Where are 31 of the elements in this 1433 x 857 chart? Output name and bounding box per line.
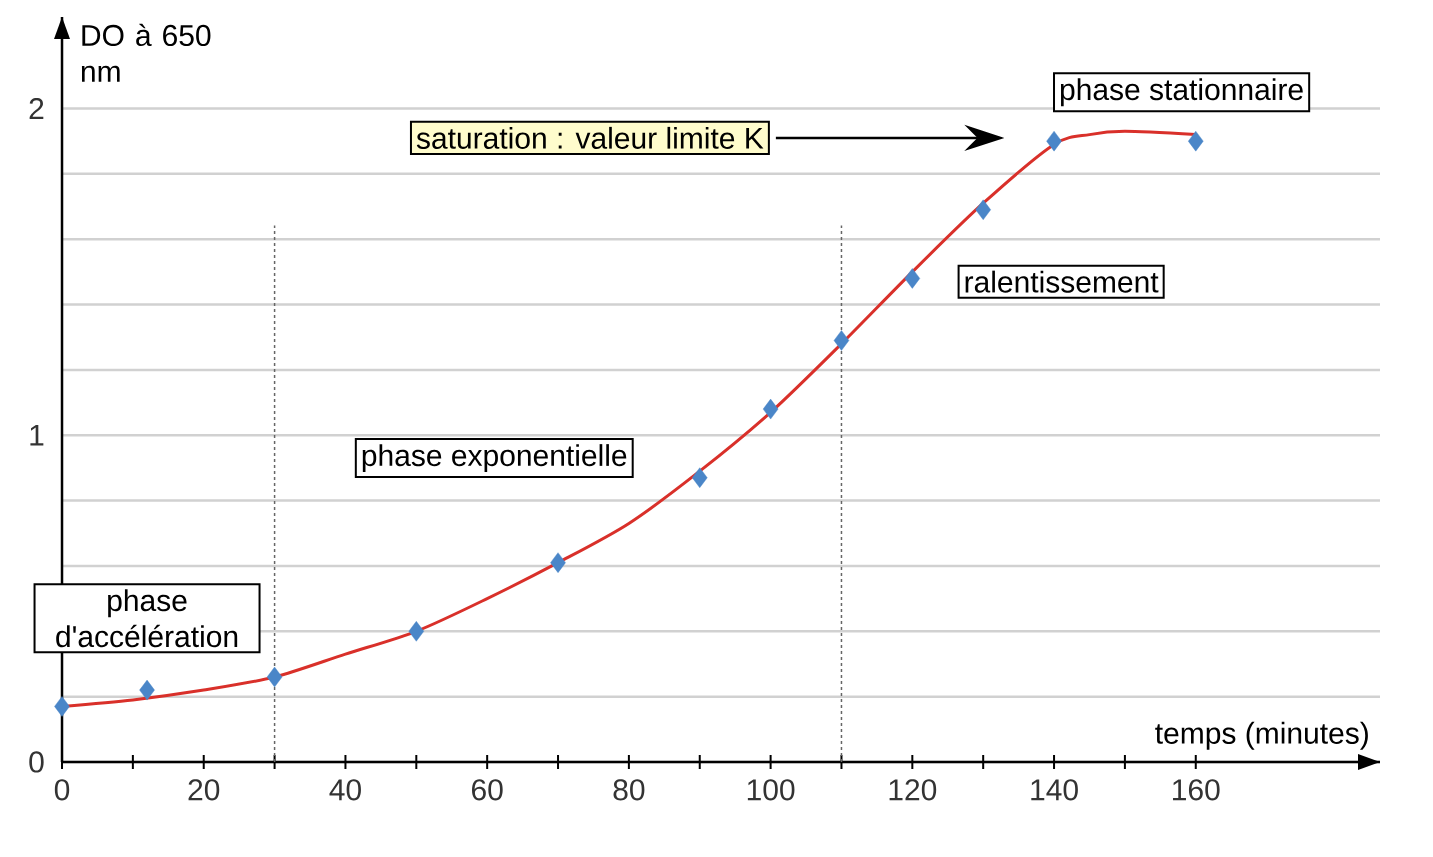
point [833,330,850,351]
x-tick-label: 80 [613,779,645,801]
x-tick-label: 0 [54,779,70,801]
point [1188,130,1204,152]
annotation: phase stationnaire [1060,78,1303,107]
annotation: phase d'accélération [56,589,238,648]
x-tick-label: 40 [329,779,361,801]
point [762,398,779,420]
annotation: ralentissement [965,270,1159,293]
annotation: phase exponentielle [362,444,627,473]
x-axis-title: temps (minutes) [1155,721,1368,750]
annotation: saturation : valeur limite K [416,126,764,149]
x-tick-label: 160 [1173,779,1220,801]
x-tick-label: 140 [1031,779,1078,801]
y-tick-label: 1 [30,424,44,446]
point [408,621,425,642]
point [692,467,708,488]
point [266,666,283,688]
point [1046,130,1062,152]
point [54,696,70,717]
point [550,552,566,573]
x-tick-label: 120 [889,779,937,801]
point [139,679,155,701]
y-tick-label: 0 [29,751,44,773]
point [975,199,991,220]
x-tick-label: 20 [188,779,220,801]
x-tick-label: 100 [747,779,795,801]
point [904,268,921,289]
y-tick-label: 2 [29,98,44,119]
x-tick-label: 60 [472,779,503,801]
y-axis-title: DO à 650 nm [81,23,211,82]
